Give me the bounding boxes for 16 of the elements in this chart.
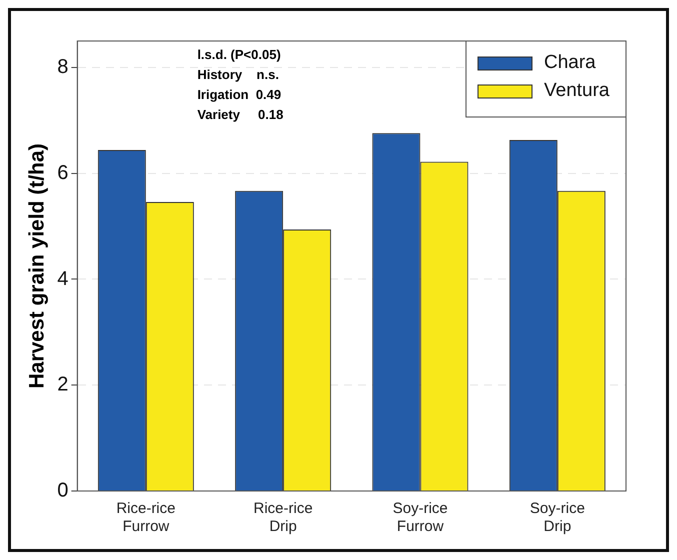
- x-tick-label: Rice-rice Drip: [253, 500, 313, 536]
- legend-label: Chara: [544, 52, 596, 74]
- y-tick-label: 8: [57, 56, 68, 78]
- x-tick-label: Rice-rice Furrow: [116, 500, 176, 536]
- x-tick-label: Soy-rice Drip: [530, 500, 585, 536]
- annotation: Irigation 0.49: [197, 87, 282, 102]
- y-axis-title: Harvest grain yield (t/ha): [25, 143, 48, 389]
- annotation: Variety 0.18: [197, 107, 284, 122]
- y-tick-label: 6: [57, 162, 68, 184]
- annotation: History n.s.: [197, 67, 279, 82]
- annotation: l.s.d. (P<0.05): [197, 47, 281, 62]
- y-tick-label: 4: [57, 268, 68, 290]
- legend-label: Ventura: [544, 80, 610, 102]
- y-tick-label: 2: [57, 374, 68, 396]
- x-tick-label: Soy-rice Furrow: [392, 500, 448, 536]
- y-tick-label: 0: [57, 480, 68, 502]
